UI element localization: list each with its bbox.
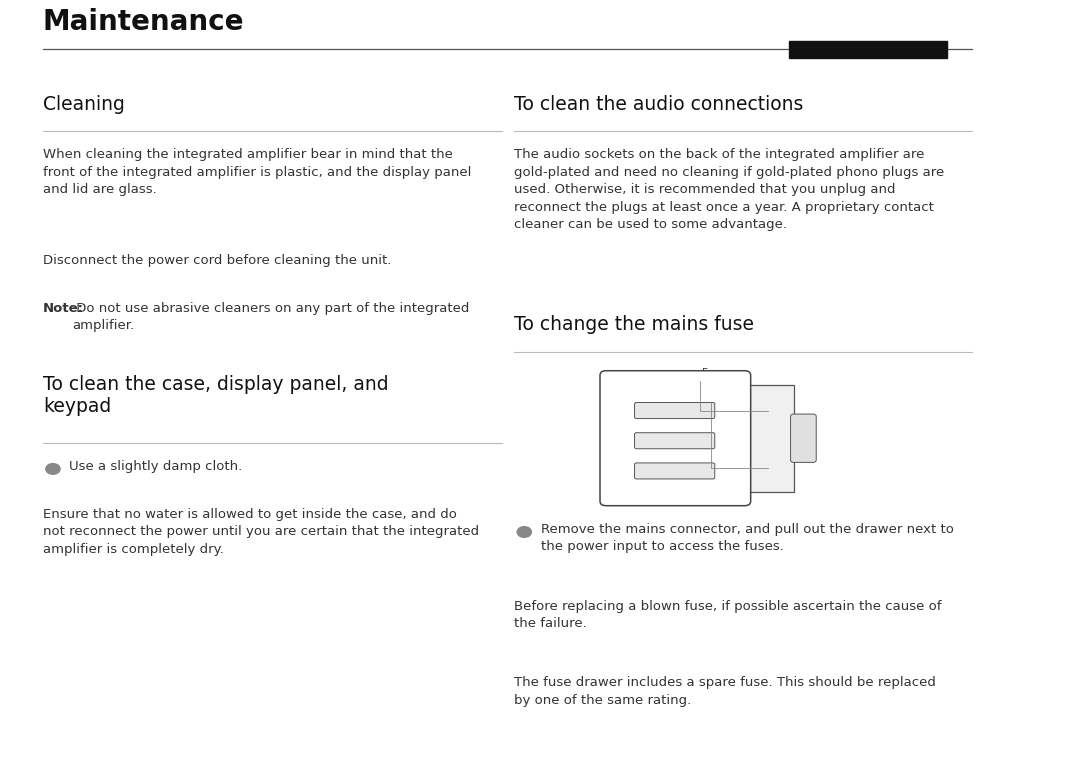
FancyBboxPatch shape — [635, 403, 715, 419]
FancyBboxPatch shape — [635, 432, 715, 448]
Text: Maintenance: Maintenance — [43, 8, 244, 36]
Text: Fuse: Fuse — [702, 369, 726, 378]
Text: Remove the mains connector, and pull out the drawer next to
the power input to a: Remove the mains connector, and pull out… — [541, 523, 954, 553]
Text: Use a slightly damp cloth.: Use a slightly damp cloth. — [69, 460, 243, 473]
Text: 33: 33 — [1040, 704, 1057, 717]
Text: The fuse drawer includes a spare fuse. This should be replaced
by one of the sam: The fuse drawer includes a spare fuse. T… — [514, 676, 936, 707]
Text: To clean the audio connections: To clean the audio connections — [514, 95, 804, 114]
FancyBboxPatch shape — [635, 463, 715, 479]
Text: Note:: Note: — [43, 302, 84, 315]
Text: The audio sockets on the back of the integrated amplifier are
gold-plated and ne: The audio sockets on the back of the int… — [514, 148, 944, 231]
Text: To clean the case, display panel, and
keypad: To clean the case, display panel, and ke… — [43, 375, 389, 416]
Text: Before replacing a blown fuse, if possible ascertain the cause of
the failure.: Before replacing a blown fuse, if possib… — [514, 600, 942, 630]
Circle shape — [517, 527, 531, 537]
Bar — [789, 41, 947, 58]
Text: Setting up the integrated amplifier: Setting up the integrated amplifier — [1044, 347, 1054, 520]
FancyBboxPatch shape — [791, 414, 816, 462]
Text: Ensure that no water is allowed to get inside the case, and do
not reconnect the: Ensure that no water is allowed to get i… — [43, 508, 478, 556]
Text: To change the mains fuse: To change the mains fuse — [514, 315, 754, 334]
Text: Cleaning: Cleaning — [43, 95, 124, 114]
Text: Do not use abrasive cleaners on any part of the integrated
amplifier.: Do not use abrasive cleaners on any part… — [72, 302, 470, 332]
FancyBboxPatch shape — [600, 371, 751, 505]
Text: Spare: Spare — [711, 390, 741, 400]
Text: Disconnect the power cord before cleaning the unit.: Disconnect the power cord before cleanin… — [43, 254, 391, 267]
Text: When cleaning the integrated amplifier bear in mind that the
front of the integr: When cleaning the integrated amplifier b… — [43, 148, 471, 196]
Bar — [742, 385, 794, 492]
Circle shape — [45, 464, 60, 474]
